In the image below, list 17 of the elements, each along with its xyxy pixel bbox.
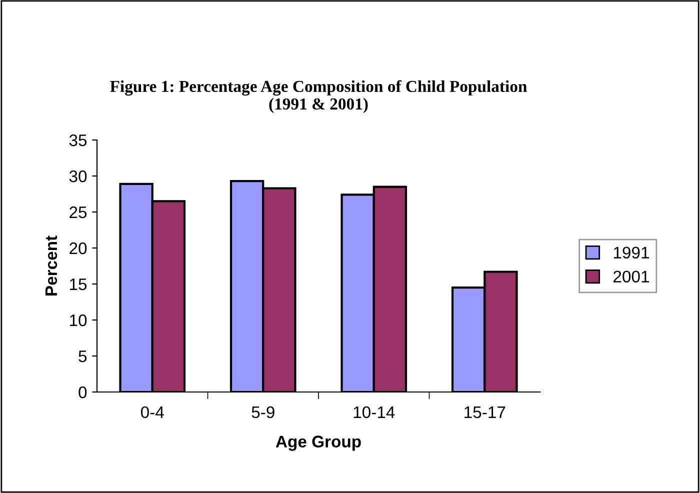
y-tick-label: 20 xyxy=(70,242,87,254)
y-tick-label: 30 xyxy=(69,170,87,182)
legend-label: 2001 xyxy=(614,270,649,282)
y-tick-label: 0 xyxy=(78,386,87,398)
x-axis-title: Age Group xyxy=(276,436,361,451)
x-tick-label: 15-17 xyxy=(464,406,506,418)
y-tick-label: 5 xyxy=(78,350,87,362)
y-tick-label: 35 xyxy=(69,134,87,146)
y-tick-label: 15 xyxy=(70,278,87,290)
y-tick-label: 10 xyxy=(70,314,87,326)
chart-title: Figure 1: Percentage Age Composition of Child Population (1991 & 2001) xyxy=(110,80,527,113)
x-tick-label: 0-4 xyxy=(140,406,164,418)
y-tick-label: 25 xyxy=(70,206,87,218)
legend-label: 1991 xyxy=(614,246,649,259)
x-tick-label: 5-9 xyxy=(252,406,274,418)
y-axis-title: Percent xyxy=(45,236,58,296)
x-tick-label: 10-14 xyxy=(354,406,395,418)
